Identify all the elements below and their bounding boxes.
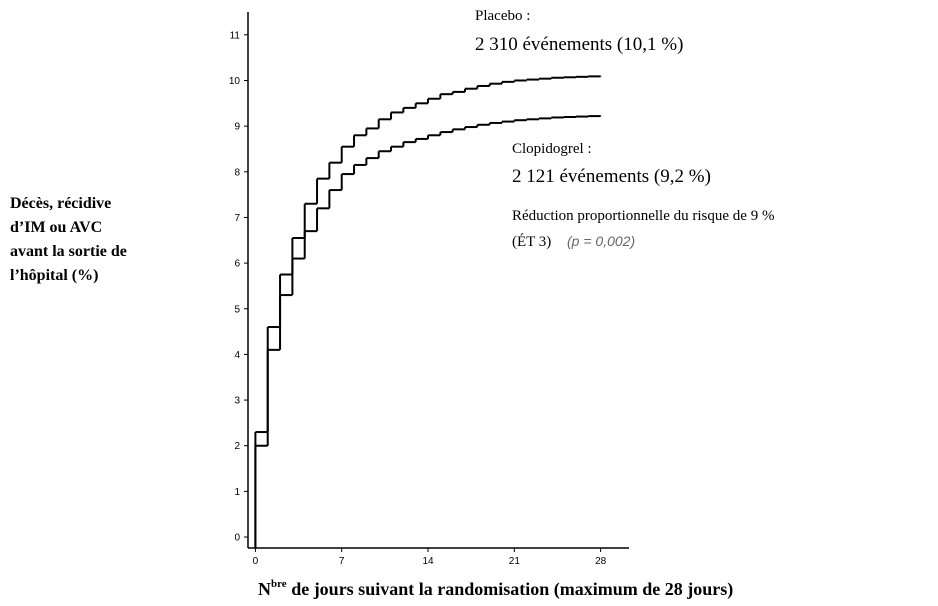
placebo-events: 2 310 événements (10,1 %) — [475, 34, 683, 55]
reduction-text: Réduction proportionnelle du risque de 9… — [512, 208, 774, 224]
x-label-main: N — [258, 579, 271, 599]
y-tick-label: 6 — [234, 259, 240, 270]
y-axis-label: avant la sortie de — [10, 243, 127, 260]
x-tick-label: 21 — [509, 556, 521, 567]
x-tick-label: 14 — [422, 556, 434, 567]
y-tick-label: 2 — [234, 441, 240, 452]
y-tick-label: 4 — [234, 350, 240, 361]
x-tick-label: 7 — [339, 556, 345, 567]
x-label-sup: bre — [271, 578, 287, 590]
x-axis-label: Nbre de jours suivant la randomisation (… — [258, 578, 733, 600]
x-tick-label: 0 — [253, 556, 259, 567]
y-axis-label: d’IM ou AVC — [10, 219, 102, 236]
y-tick-label: 0 — [234, 533, 240, 544]
x-tick-label: 28 — [595, 556, 607, 567]
y-tick-label: 1 — [234, 487, 240, 498]
placebo-label: Placebo : — [475, 8, 530, 24]
y-tick-label: 8 — [234, 167, 240, 178]
et-text: (ÉT 3) — [512, 233, 551, 250]
p-value: (p = 0,002) — [567, 233, 635, 249]
y-tick-label: 9 — [234, 122, 240, 133]
y-tick-label: 7 — [234, 213, 240, 224]
y-axis-label: l’hôpital (%) — [10, 267, 98, 284]
clopidogrel-events: 2 121 événements (9,2 %) — [512, 166, 711, 187]
y-tick-label: 3 — [234, 396, 240, 407]
y-tick-label: 11 — [230, 30, 241, 41]
clopidogrel-label: Clopidogrel : — [512, 141, 592, 157]
y-axis-label: Décès, récidive — [10, 195, 111, 212]
y-tick-label: 10 — [229, 76, 241, 87]
y-tick-label: 5 — [234, 304, 240, 315]
x-label-rest: de jours suivant la randomisation (maxim… — [287, 579, 734, 600]
